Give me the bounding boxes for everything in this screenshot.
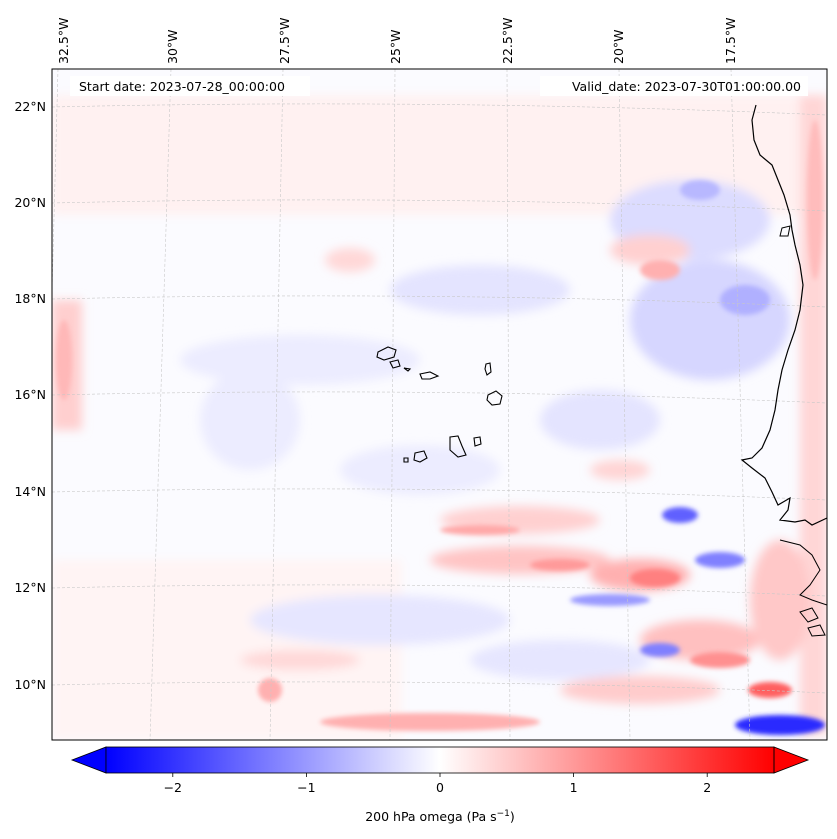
lon-label-32-5w: 32.5°W: [56, 18, 71, 64]
banc-arguin-island: [779, 225, 791, 237]
start-date-box: [70, 76, 310, 96]
colorbar-label-close: ): [510, 809, 515, 824]
omega-field: [52, 69, 827, 740]
africa-coastline: [740, 104, 827, 526]
santiago: [449, 435, 467, 458]
sal: [484, 362, 492, 376]
cape-verde-islands: [376, 346, 503, 463]
lat-label-14n: 14°N: [14, 484, 46, 499]
sao-nicolau: [419, 371, 440, 380]
start-date-label: Start date: 2023-07-28_00:00:00: [79, 79, 285, 94]
colorbar-label: 200 hPa omega (Pa s−1): [365, 809, 515, 824]
colorbar-extend-low: [70, 746, 107, 774]
colorbar-label-text: 200 hPa omega (Pa s: [365, 809, 496, 824]
lon-label-17-5w: 17.5°W: [723, 18, 738, 64]
santa-luzia: [403, 367, 412, 372]
bijagos-islands: [799, 607, 819, 623]
colorbar-tick-label: 0: [436, 780, 444, 795]
colorbar-gradient: [106, 747, 774, 773]
boa-vista: [486, 390, 503, 406]
coastal-islands: [807, 624, 826, 637]
colorbar-ticks: −2 −1 0 1 2: [164, 773, 711, 795]
longitude-labels: 32.5°W 30°W 27.5°W 25°W 22.5°W 20°W 17.5…: [56, 18, 738, 64]
fogo: [413, 450, 428, 463]
colorbar-tick-label: 1: [570, 780, 578, 795]
valid-date-label: Valid_date: 2023-07-30T01:00:00.00: [572, 79, 801, 94]
lon-label-25w: 25°W: [388, 29, 403, 64]
omega-blobs-strong: [56, 120, 825, 735]
lat-label-10n: 10°N: [14, 677, 46, 692]
santo-antao: [376, 346, 397, 361]
sao-vicente: [389, 359, 401, 369]
map-frame: [51, 68, 828, 741]
latitude-labels: 22°N 20°N 18°N 16°N 14°N 12°N 10°N: [14, 99, 46, 692]
graticule: [52, 69, 827, 740]
lat-label-12n: 12°N: [14, 580, 46, 595]
colorbar-tick-label: 2: [703, 780, 711, 795]
maio: [473, 436, 482, 447]
lon-label-27-5w: 27.5°W: [277, 18, 292, 64]
colorbar: −2 −1 0 1 2 200 hPa omega (Pa s−1): [70, 746, 810, 824]
lon-label-30w: 30°W: [165, 29, 180, 64]
coastline-guinea: [779, 539, 827, 606]
colorbar-tick-label: −1: [297, 780, 315, 795]
colorbar-label-exponent: −1: [497, 809, 510, 819]
lat-label-18n: 18°N: [14, 291, 46, 306]
brava: [403, 457, 409, 463]
map-panel: [51, 68, 828, 741]
lat-label-22n: 22°N: [14, 99, 46, 114]
colorbar-extend-high: [773, 746, 810, 774]
valid-date-box: [540, 76, 808, 96]
colorbar-tick-label: −2: [164, 780, 182, 795]
lat-label-16n: 16°N: [14, 387, 46, 402]
lon-label-20w: 20°W: [611, 29, 626, 64]
lon-label-22-5w: 22.5°W: [500, 18, 515, 64]
lat-label-20n: 20°N: [14, 195, 46, 210]
